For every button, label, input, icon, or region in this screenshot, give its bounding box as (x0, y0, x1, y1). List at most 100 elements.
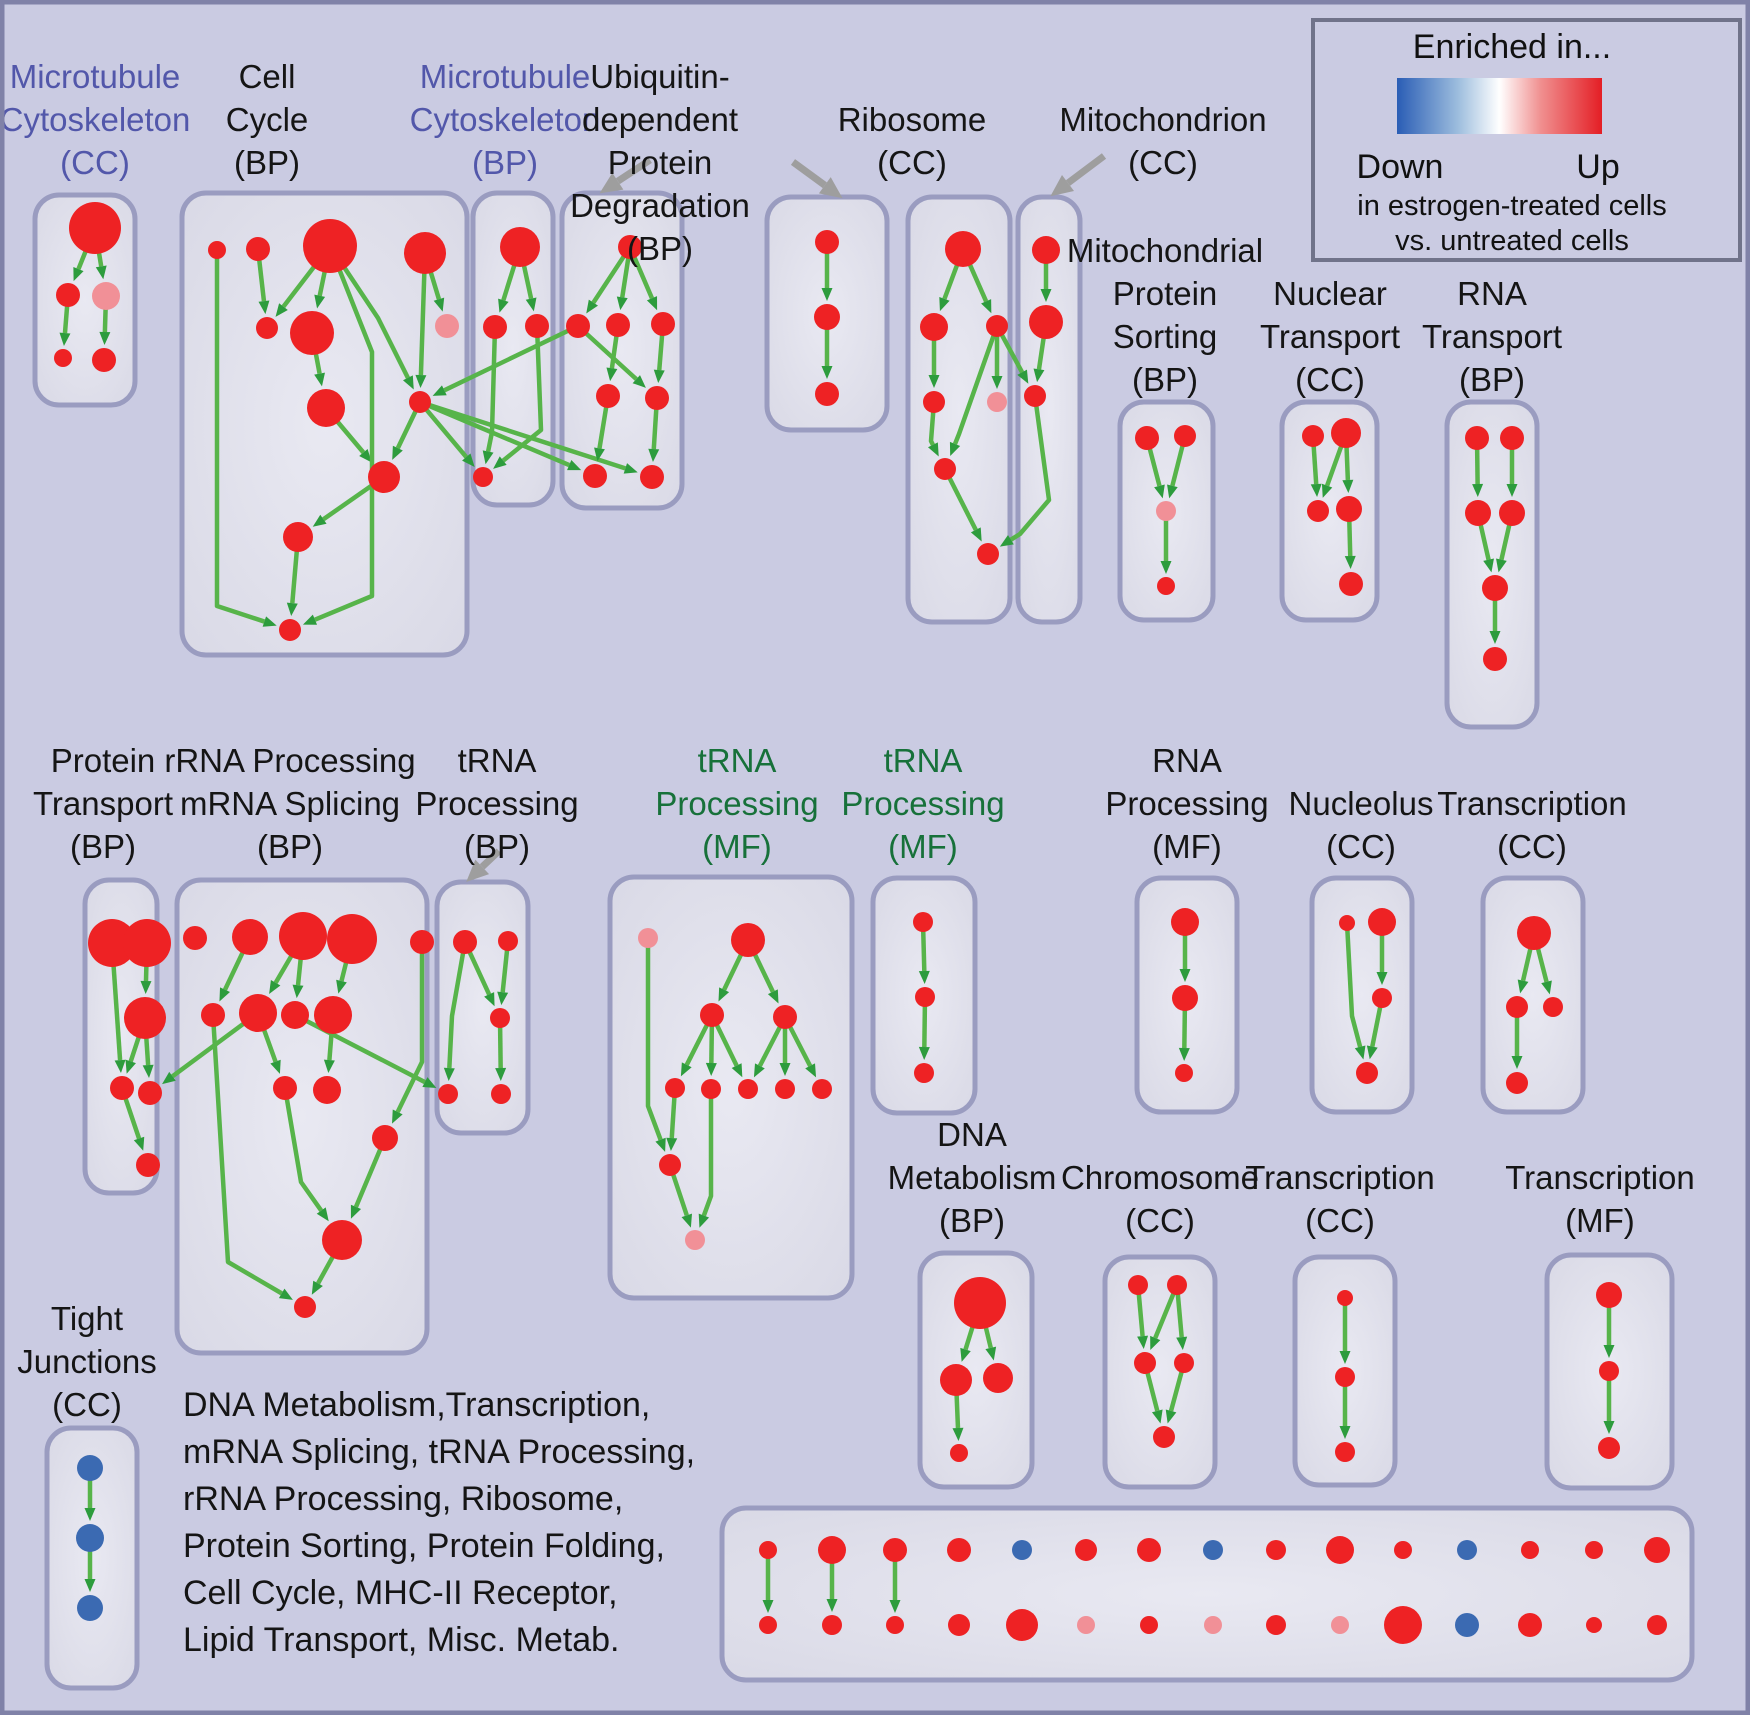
cluster-box-trna-mf-1 (607, 874, 855, 1301)
relation-edge-head (133, 1136, 145, 1151)
relation-edge-head (392, 445, 403, 460)
cluster-label: Processing (841, 785, 1004, 822)
cluster-label: (MF) (888, 828, 958, 865)
cluster-box-nucleolus (1309, 875, 1415, 1115)
relation-edge-head (981, 299, 992, 314)
cluster-label: tRNA (884, 742, 963, 779)
go-term-node-tb4 (491, 1084, 511, 1104)
relation-edge-head (482, 450, 494, 465)
relation-edge-head (350, 1204, 362, 1219)
relation-edge (576, 324, 638, 381)
cluster-label: (BP) (627, 230, 693, 267)
relation-edge-head (443, 1067, 455, 1082)
relation-edge-head (939, 296, 950, 312)
cluster-box-transcription-cc-2 (1480, 875, 1586, 1115)
relation-edge-head (1160, 561, 1172, 574)
go-term-node-p3 (110, 1076, 134, 1100)
relation-edge-head (432, 385, 447, 396)
relation-edge-head (753, 1063, 765, 1078)
go-term-node-st4 (1012, 1540, 1032, 1560)
cluster-label: tRNA (458, 742, 537, 779)
relation-edge-head (142, 1064, 154, 1079)
go-term-node-st7 (1203, 1540, 1223, 1560)
cluster-label: Transport (1422, 318, 1562, 355)
go-term-node-a0 (69, 202, 121, 254)
cluster-label: Degradation (570, 187, 750, 224)
relation-edge-head (525, 297, 537, 312)
go-term-node-u4 (596, 384, 620, 408)
go-term-node-rr11 (372, 1125, 398, 1151)
go-term-node-c8 (409, 391, 431, 413)
go-term-node-u6 (583, 464, 607, 488)
relation-edge (395, 942, 425, 1113)
relation-edge-head (1376, 972, 1388, 985)
go-term-node-c11 (279, 619, 301, 641)
go-term-node-u5 (645, 386, 669, 410)
go-term-node-R3 (923, 391, 945, 413)
go-term-node-a2 (92, 282, 120, 310)
unclustered-terms-text: Cell Cycle, MHC-II Receptor, (183, 1574, 618, 1612)
go-term-node-u2 (606, 313, 630, 337)
relation-edge-head (680, 1062, 692, 1077)
go-term-node-f2 (1335, 1442, 1355, 1462)
go-term-node-x1 (1599, 1361, 1619, 1381)
relation-edge (485, 326, 498, 452)
legend: Enriched in... Down Up in estrogen-treat… (1311, 18, 1742, 262)
go-term-node-tb3 (438, 1084, 458, 1104)
cluster-label: (BP) (1459, 361, 1525, 398)
relation-edge-head (359, 448, 372, 463)
relation-edge-head (59, 332, 71, 347)
legend-subtitle-2: vs. untreated cells (1395, 225, 1629, 257)
go-term-node-t3 (1336, 496, 1362, 522)
relation-edge-head (316, 1207, 329, 1222)
relation-edge-head (1511, 1056, 1523, 1069)
go-term-node-a3 (54, 349, 72, 367)
cluster-label: Transcription (1437, 785, 1627, 822)
go-term-node-h0 (913, 912, 933, 932)
go-term-node-w2 (77, 1595, 103, 1621)
go-term-node-f0 (1337, 1290, 1353, 1306)
relation-edge-head (415, 374, 427, 389)
relation-edge-head (1344, 555, 1356, 570)
go-term-node-R2 (986, 315, 1008, 337)
go-term-node-g7 (775, 1079, 795, 1099)
go-term-node-c2 (303, 219, 357, 273)
go-term-node-rr9 (273, 1076, 297, 1100)
relation-edge-head (493, 456, 507, 469)
relation-edge-head (1339, 1351, 1351, 1364)
cluster-box-rrna-mrna (174, 877, 430, 1356)
go-term-node-p5 (136, 1153, 160, 1177)
relation-edge (447, 941, 468, 1069)
go-term-node-t0 (1302, 425, 1324, 447)
legend-down-label: Down (1357, 148, 1444, 186)
go-term-node-sb14 (1647, 1615, 1667, 1635)
relation-edge-head (889, 1600, 901, 1613)
go-term-node-rr8 (314, 996, 352, 1034)
relation-edge-head (928, 442, 939, 457)
relation-edge (701, 1089, 714, 1217)
cluster-box-nuclear-transport (1279, 399, 1380, 623)
go-term-node-g3 (773, 1005, 797, 1029)
go-term-node-h1 (915, 987, 935, 1007)
cluster-label: (CC) (1125, 1202, 1195, 1239)
go-term-node-q1 (1500, 426, 1524, 450)
go-term-node-g4 (665, 1078, 685, 1098)
go-term-node-g0 (638, 928, 658, 948)
relation-edge-head (970, 527, 982, 542)
relation-edge (419, 399, 627, 471)
legend-subtitle-1: in estrogen-treated cells (1357, 190, 1667, 222)
relation-edge-head (648, 448, 660, 463)
unclustered-terms-text: Protein Sorting, Protein Folding, (183, 1527, 665, 1565)
relation-edge-head (1472, 483, 1484, 498)
relation-edge-head (586, 299, 598, 314)
relation-edge-head (1603, 1421, 1615, 1434)
relation-edge-head (498, 298, 509, 313)
relation-edge-head (1310, 483, 1322, 498)
go-term-node-st12 (1521, 1541, 1539, 1559)
relation-edge-head (1151, 1409, 1163, 1424)
go-term-node-p1 (123, 919, 171, 967)
go-term-node-k3 (1506, 1072, 1528, 1094)
relation-edge-head (99, 331, 111, 346)
go-term-node-m1 (483, 315, 507, 339)
